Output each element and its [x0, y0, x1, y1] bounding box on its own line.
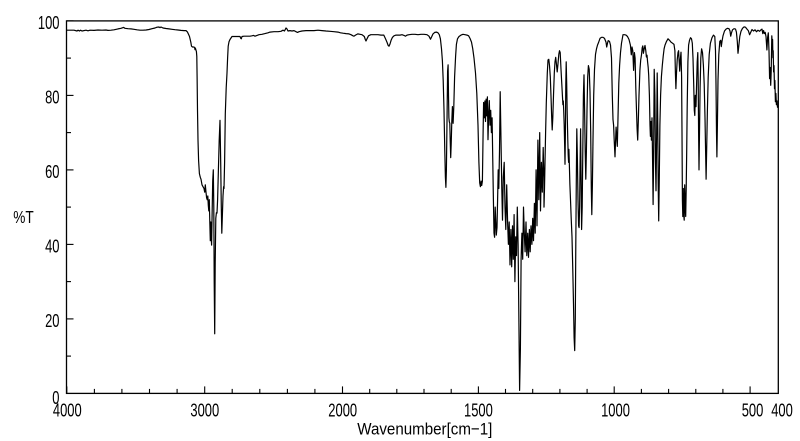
svg-text:60: 60 — [45, 163, 59, 183]
svg-text:100: 100 — [38, 14, 60, 34]
svg-text:40: 40 — [45, 238, 59, 258]
svg-text:400: 400 — [771, 401, 793, 421]
svg-text:80: 80 — [45, 89, 59, 109]
svg-text:20: 20 — [45, 312, 59, 332]
svg-text:1500: 1500 — [464, 401, 493, 421]
svg-text:4000: 4000 — [53, 401, 82, 421]
svg-text:2000: 2000 — [328, 401, 357, 421]
svg-text:0: 0 — [52, 389, 59, 409]
svg-text:%T: %T — [13, 209, 34, 228]
svg-text:3000: 3000 — [190, 401, 219, 421]
svg-text:1000: 1000 — [601, 401, 630, 421]
svg-text:Wavenumber[cm−1]: Wavenumber[cm−1] — [357, 420, 492, 439]
svg-text:500: 500 — [742, 401, 764, 421]
